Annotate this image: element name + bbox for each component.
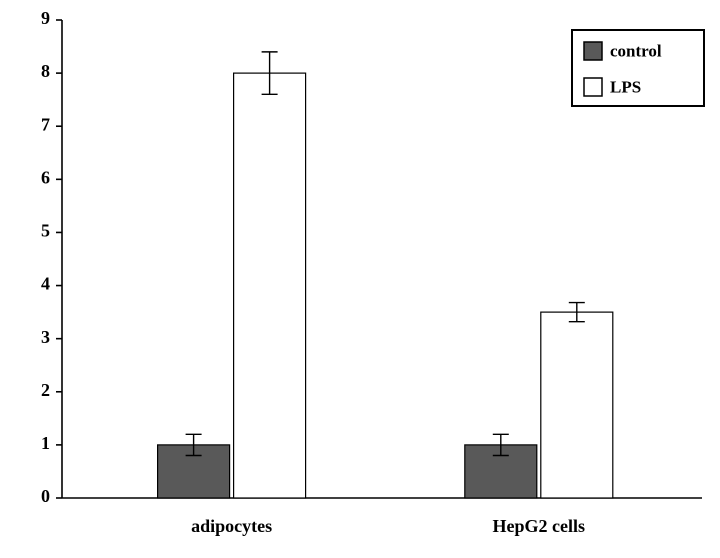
- legend-label: control: [610, 41, 662, 60]
- x-tick-label: adipocytes: [191, 516, 272, 536]
- bar: [541, 312, 613, 498]
- y-tick-label: 1: [41, 433, 50, 453]
- legend-swatch: [584, 78, 602, 96]
- legend-label: LPS: [610, 77, 641, 96]
- y-tick-label: 9: [41, 8, 50, 28]
- bar: [234, 73, 306, 498]
- y-tick-label: 7: [41, 114, 50, 134]
- y-tick-label: 6: [41, 167, 50, 187]
- y-tick-label: 5: [41, 221, 50, 241]
- x-tick-label: HepG2 cells: [493, 516, 586, 536]
- y-tick-label: 2: [41, 380, 50, 400]
- y-tick-label: 3: [41, 327, 50, 347]
- y-tick-label: 4: [41, 274, 50, 294]
- legend-swatch: [584, 42, 602, 60]
- y-tick-label: 0: [41, 486, 50, 506]
- chart-svg: 0 1 2 3 4 5 6 7 8 9 adipocytes HepG2 cells control LP…: [0, 0, 720, 553]
- y-tick-label: 8: [41, 61, 50, 81]
- bar-chart: 0 1 2 3 4 5 6 7 8 9 adipocytes HepG2 cells control LP…: [0, 0, 720, 553]
